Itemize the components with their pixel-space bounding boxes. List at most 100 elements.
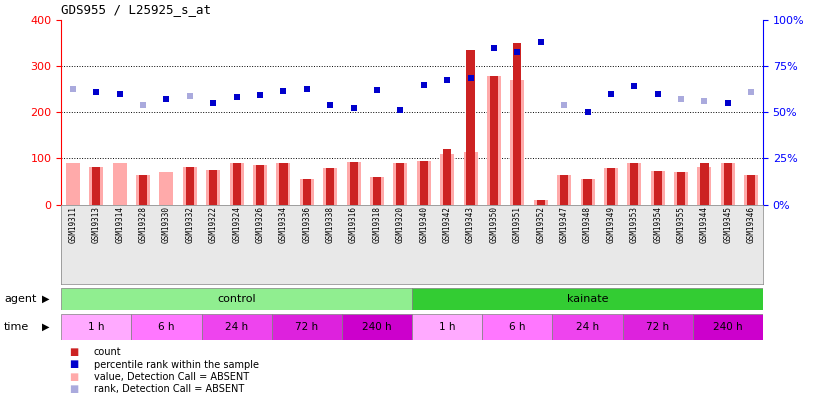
- Bar: [698, 167, 712, 205]
- Text: GSM19316: GSM19316: [349, 206, 358, 243]
- Text: ▶: ▶: [42, 294, 50, 304]
- Bar: [721, 163, 735, 205]
- Bar: [159, 172, 174, 205]
- Bar: [583, 179, 592, 205]
- Text: count: count: [94, 347, 122, 357]
- Bar: [347, 162, 361, 205]
- Bar: [349, 162, 357, 205]
- Text: 240 h: 240 h: [713, 322, 743, 332]
- Text: GSM19326: GSM19326: [255, 206, 264, 243]
- Bar: [253, 165, 267, 205]
- Bar: [272, 314, 342, 340]
- Bar: [209, 170, 217, 205]
- Bar: [233, 163, 241, 205]
- Bar: [412, 314, 482, 340]
- Bar: [510, 80, 525, 205]
- Text: GSM19355: GSM19355: [676, 206, 685, 243]
- Bar: [373, 177, 381, 205]
- Text: GSM19346: GSM19346: [747, 206, 756, 243]
- Bar: [482, 314, 552, 340]
- Bar: [183, 167, 197, 205]
- Bar: [467, 50, 475, 205]
- Bar: [303, 179, 311, 205]
- Bar: [342, 314, 412, 340]
- Text: GSM19354: GSM19354: [653, 206, 663, 243]
- Bar: [299, 179, 314, 205]
- Text: rank, Detection Call = ABSENT: rank, Detection Call = ABSENT: [94, 384, 244, 394]
- Bar: [552, 314, 623, 340]
- Bar: [623, 314, 693, 340]
- Text: GSM19328: GSM19328: [139, 206, 148, 243]
- Bar: [66, 163, 80, 205]
- Text: agent: agent: [4, 294, 37, 304]
- Text: percentile rank within the sample: percentile rank within the sample: [94, 360, 259, 369]
- Text: GSM19338: GSM19338: [326, 206, 335, 243]
- Text: GSM19318: GSM19318: [372, 206, 382, 243]
- Bar: [323, 168, 337, 205]
- Text: value, Detection Call = ABSENT: value, Detection Call = ABSENT: [94, 372, 249, 382]
- Bar: [677, 172, 685, 205]
- Bar: [116, 163, 124, 205]
- Bar: [693, 314, 763, 340]
- Bar: [277, 163, 290, 205]
- Text: 24 h: 24 h: [225, 322, 248, 332]
- Bar: [700, 163, 708, 205]
- Text: 1 h: 1 h: [439, 322, 455, 332]
- Text: GSM19352: GSM19352: [536, 206, 545, 243]
- Bar: [513, 43, 521, 205]
- Bar: [370, 177, 384, 205]
- Text: 72 h: 72 h: [295, 322, 318, 332]
- Text: GSM19347: GSM19347: [560, 206, 569, 243]
- Bar: [186, 167, 194, 205]
- Text: 6 h: 6 h: [158, 322, 175, 332]
- Text: 24 h: 24 h: [576, 322, 599, 332]
- Text: 6 h: 6 h: [509, 322, 526, 332]
- Text: GSM19324: GSM19324: [232, 206, 242, 243]
- Text: ■: ■: [69, 347, 78, 357]
- Text: GSM19344: GSM19344: [700, 206, 709, 243]
- Text: ■: ■: [69, 360, 78, 369]
- Text: ▶: ▶: [42, 322, 50, 332]
- Bar: [604, 168, 618, 205]
- Text: 240 h: 240 h: [362, 322, 392, 332]
- Text: GSM19349: GSM19349: [606, 206, 615, 243]
- Text: GSM19343: GSM19343: [466, 206, 475, 243]
- Bar: [89, 167, 104, 205]
- Bar: [202, 314, 272, 340]
- Text: control: control: [217, 294, 256, 304]
- Text: GSM19336: GSM19336: [302, 206, 312, 243]
- Text: ■: ■: [69, 372, 78, 382]
- Bar: [113, 163, 126, 205]
- Text: GSM19340: GSM19340: [419, 206, 428, 243]
- Bar: [560, 175, 568, 205]
- Text: GSM19313: GSM19313: [91, 206, 101, 243]
- Text: GSM19353: GSM19353: [630, 206, 639, 243]
- Bar: [69, 163, 77, 205]
- Text: GSM19330: GSM19330: [162, 206, 171, 243]
- Text: 1 h: 1 h: [88, 322, 104, 332]
- Bar: [139, 175, 147, 205]
- Bar: [630, 163, 638, 205]
- Bar: [256, 165, 264, 205]
- Bar: [650, 171, 665, 205]
- Bar: [724, 163, 732, 205]
- Text: GSM19342: GSM19342: [442, 206, 452, 243]
- Text: GSM19322: GSM19322: [209, 206, 218, 243]
- Text: time: time: [4, 322, 29, 332]
- Text: GSM19314: GSM19314: [115, 206, 124, 243]
- Bar: [674, 172, 688, 205]
- Text: GSM19332: GSM19332: [185, 206, 194, 243]
- Text: GSM19345: GSM19345: [723, 206, 733, 243]
- Text: GSM19311: GSM19311: [69, 206, 78, 243]
- Bar: [463, 151, 477, 205]
- Bar: [397, 163, 405, 205]
- Bar: [487, 76, 501, 205]
- Text: 72 h: 72 h: [646, 322, 669, 332]
- Bar: [136, 175, 150, 205]
- Bar: [537, 200, 545, 205]
- Text: GSM19334: GSM19334: [279, 206, 288, 243]
- Bar: [279, 163, 287, 205]
- Bar: [607, 168, 615, 205]
- Bar: [747, 175, 756, 205]
- Text: GSM19350: GSM19350: [490, 206, 499, 243]
